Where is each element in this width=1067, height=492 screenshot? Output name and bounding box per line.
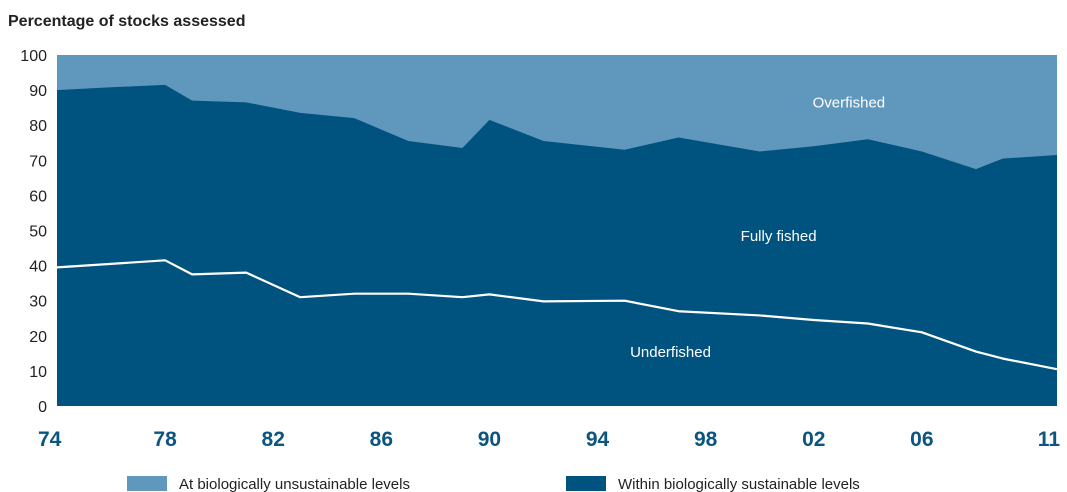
y-tick-label: 40 xyxy=(29,259,47,276)
legend-swatch xyxy=(127,476,167,491)
y-tick-label: 20 xyxy=(29,329,47,346)
x-tick-label: 98 xyxy=(694,428,718,451)
legend-swatch xyxy=(566,476,606,491)
x-tick-label: 86 xyxy=(370,428,393,451)
y-tick-label: 100 xyxy=(20,48,47,65)
underfished-boundary-line xyxy=(56,259,1058,371)
region-label: Fully fished xyxy=(741,228,817,245)
x-tick-label: 82 xyxy=(262,428,285,451)
plot-area xyxy=(56,55,1058,407)
y-tick-label: 60 xyxy=(29,188,47,205)
y-tick-label: 10 xyxy=(29,364,47,381)
x-tick-label: 11 xyxy=(1038,428,1061,451)
legend-label: At biologically unsustainable levels xyxy=(179,476,410,492)
y-axis-ticks: 0 10 20 30 40 50 60 70 80 90 100 xyxy=(20,48,47,416)
y-tick-label: 70 xyxy=(29,153,47,170)
region-label: Overfished xyxy=(813,95,886,112)
y-tick-label: 50 xyxy=(29,224,47,241)
x-axis-ticks: 74 78 82 86 90 94 98 02 06 11 xyxy=(38,428,1060,451)
y-axis-label: Percentage of stocks assessed xyxy=(8,13,245,30)
region-label: Underfished xyxy=(630,344,711,361)
legend: At biologically unsustainable levels With… xyxy=(127,476,860,492)
x-tick-label: 06 xyxy=(910,428,933,451)
x-tick-label: 74 xyxy=(38,428,62,451)
y-tick-label: 30 xyxy=(29,294,47,311)
x-tick-label: 78 xyxy=(153,428,177,451)
y-tick-label: 80 xyxy=(29,118,47,135)
y-tick-label: 0 xyxy=(38,399,47,416)
x-tick-label: 94 xyxy=(586,428,610,451)
region-labels: Overfished Fully fished Underfished xyxy=(630,95,885,361)
y-tick-label: 90 xyxy=(29,83,47,100)
legend-label: Within biologically sustainable levels xyxy=(618,476,860,492)
area-sustainable xyxy=(57,84,1057,407)
x-tick-label: 90 xyxy=(478,428,501,451)
x-tick-label: 02 xyxy=(802,428,825,451)
